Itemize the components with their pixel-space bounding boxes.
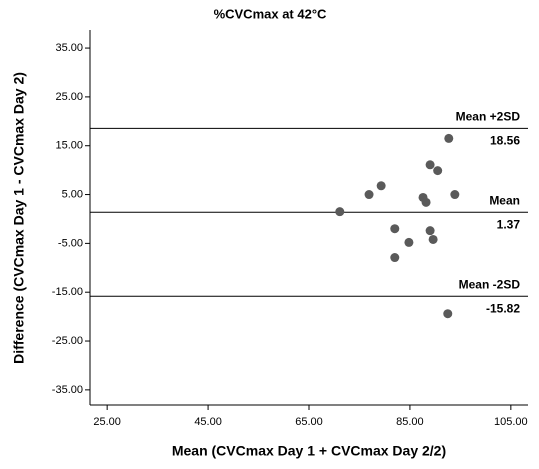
- point: [376, 181, 386, 191]
- point: [390, 253, 400, 263]
- y-tick-label: -5.00: [58, 237, 83, 249]
- point: [433, 166, 443, 176]
- x-axis-label: Mean (CVCmax Day 1 + CVCmax Day 2/2): [172, 443, 446, 459]
- point: [425, 160, 435, 170]
- y-tick-label: 5.00: [62, 188, 83, 200]
- x-tick-label: 65.00: [295, 416, 323, 428]
- x-tick-label: 45.00: [194, 416, 222, 428]
- point: [443, 309, 453, 319]
- reference-label: Mean +2SD: [456, 110, 521, 124]
- point: [404, 237, 414, 247]
- reference-value: 18.56: [490, 134, 520, 148]
- reference-label: Mean: [489, 193, 520, 207]
- chart-title: %CVCmax at 42°C: [214, 6, 327, 21]
- y-tick-label: 25.00: [55, 91, 83, 103]
- point: [425, 226, 435, 236]
- y-axis-label: Difference (CVCmax Day 1 - CVCmax Day 2): [11, 72, 27, 364]
- y-tick-label: -35.00: [52, 384, 83, 396]
- x-tick-label: 25.00: [93, 416, 121, 428]
- y-tick-label: 35.00: [55, 42, 83, 54]
- point: [335, 207, 345, 217]
- point: [428, 234, 438, 244]
- point: [421, 197, 431, 207]
- y-tick-label: -25.00: [52, 335, 83, 347]
- y-tick-label: -15.00: [52, 286, 83, 298]
- reference-value: 1.37: [497, 217, 521, 231]
- point: [364, 190, 374, 200]
- y-tick-label: 15.00: [55, 140, 83, 152]
- point: [390, 224, 400, 234]
- x-tick-label: 105.00: [494, 416, 528, 428]
- point: [444, 133, 454, 143]
- reference-value: -15.82: [486, 301, 520, 315]
- x-tick-label: 85.00: [396, 416, 424, 428]
- point: [450, 190, 460, 200]
- reference-label: Mean -2SD: [459, 277, 521, 291]
